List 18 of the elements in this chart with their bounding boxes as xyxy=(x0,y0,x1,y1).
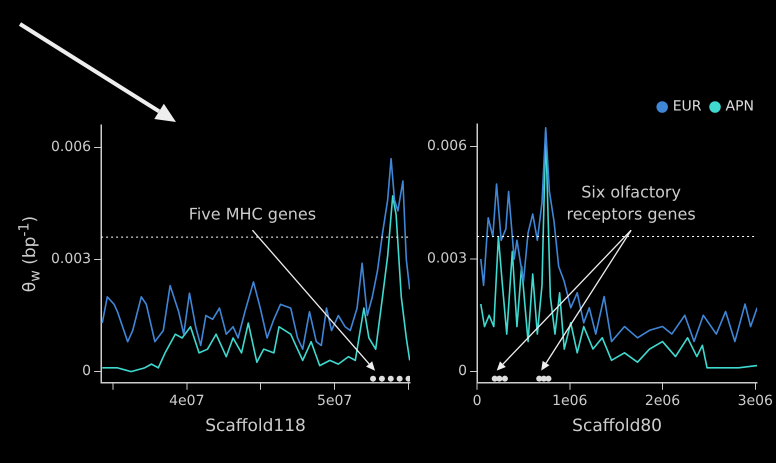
annotation: Six olfactory receptors genes xyxy=(566,182,696,224)
y-tick-label: 0.003 xyxy=(426,250,468,267)
annotation: Five MHC genes xyxy=(188,204,316,224)
y-tick-label: 0 xyxy=(458,363,468,380)
y-tick-label: 0 xyxy=(82,363,92,380)
x-tick-label: 1e06 xyxy=(552,392,588,409)
x-tick-label: 5e07 xyxy=(316,392,352,409)
x-axis-title: Scaffold80 xyxy=(572,416,662,436)
x-tick-label: 4e07 xyxy=(169,392,204,409)
legend-label: APN xyxy=(726,98,754,115)
y-tick-label: 0.003 xyxy=(50,251,92,268)
x-tick-label: 3e06 xyxy=(738,392,774,409)
y-tick-label: 0.006 xyxy=(426,138,468,154)
x-axis-title: Scaffold118 xyxy=(205,416,306,436)
legend-label: EUR xyxy=(672,98,702,115)
x-tick-label: 0 xyxy=(472,392,482,409)
y-tick-label: 0.006 xyxy=(50,139,92,156)
x-tick-label: 2e06 xyxy=(644,392,680,409)
